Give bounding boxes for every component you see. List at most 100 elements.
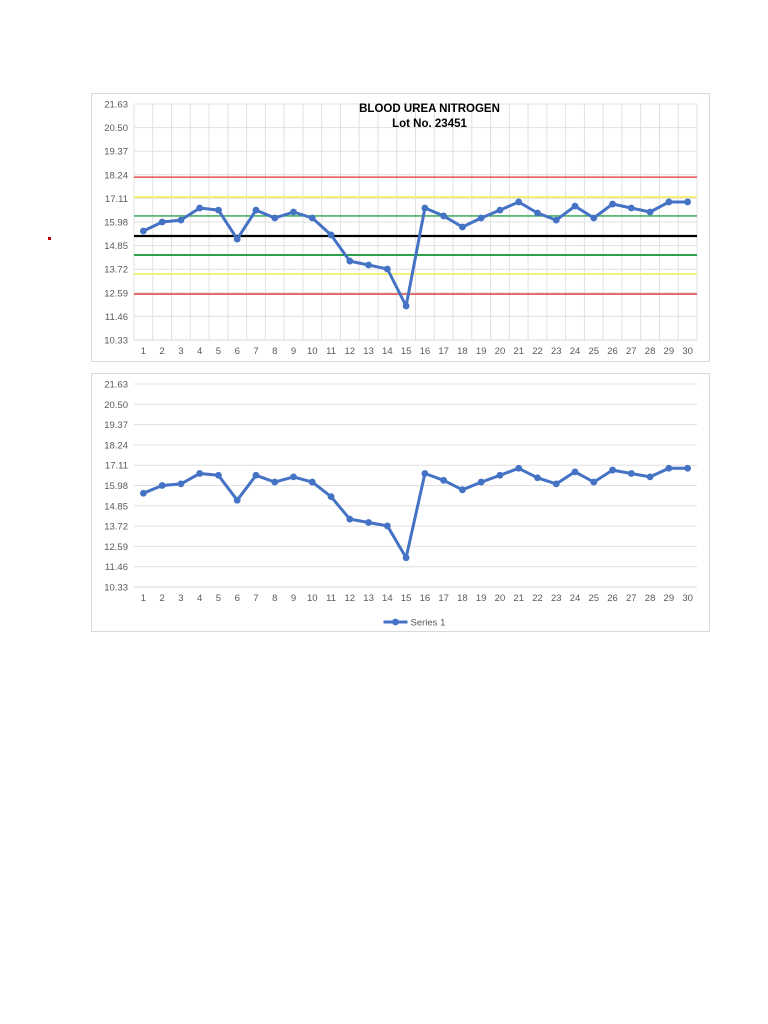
data-point[interactable] (215, 206, 222, 214)
data-point[interactable] (459, 223, 466, 231)
y-tick-label: 10.33 (104, 336, 128, 347)
x-tick-label: 5 (216, 593, 221, 604)
data-point[interactable] (440, 476, 448, 484)
y-tick-label: 11.46 (105, 312, 128, 323)
y-tick-label: 21.63 (104, 100, 128, 111)
x-tick-label: 17 (438, 346, 449, 357)
data-point[interactable] (440, 212, 448, 220)
data-point[interactable] (515, 198, 523, 206)
y-tick-label: 21.63 (104, 380, 128, 391)
data-point[interactable] (684, 464, 692, 472)
data-point[interactable] (346, 515, 354, 523)
data-point[interactable] (139, 489, 147, 497)
x-tick-label: 13 (363, 346, 374, 357)
data-point[interactable] (515, 464, 523, 472)
x-tick-label: 30 (682, 346, 693, 357)
data-point[interactable] (158, 482, 166, 489)
data-point[interactable] (177, 216, 185, 224)
data-point[interactable] (327, 493, 335, 501)
y-tick-label: 12.59 (104, 288, 128, 299)
data-point[interactable] (534, 474, 541, 482)
data-point[interactable] (383, 265, 391, 273)
data-point[interactable] (158, 218, 166, 226)
data-point[interactable] (252, 471, 260, 479)
data-point[interactable] (552, 480, 560, 488)
data-point[interactable] (477, 214, 485, 222)
x-tick-label: 16 (420, 593, 431, 604)
data-point[interactable] (627, 470, 635, 477)
data-point[interactable] (196, 470, 204, 477)
data-point[interactable] (421, 204, 429, 212)
data-point[interactable] (139, 227, 147, 235)
legend-label: Series 1 (411, 618, 446, 629)
data-point[interactable] (496, 471, 504, 479)
data-point[interactable] (365, 519, 372, 526)
data-point[interactable] (665, 464, 673, 472)
stray-red-mark (48, 237, 51, 240)
x-tick-label: 20 (495, 346, 506, 357)
data-point[interactable] (477, 478, 485, 486)
data-point[interactable] (271, 214, 279, 222)
data-point[interactable] (684, 198, 692, 206)
data-point[interactable] (627, 204, 635, 212)
data-point[interactable] (290, 208, 297, 216)
data-point[interactable] (327, 231, 335, 239)
x-tick-label: 3 (178, 346, 183, 357)
data-point[interactable] (496, 206, 504, 214)
data-point[interactable] (308, 478, 316, 486)
data-point[interactable] (571, 468, 579, 476)
data-point[interactable] (421, 470, 429, 477)
y-tick-label: 17.11 (105, 461, 128, 472)
data-point[interactable] (590, 214, 598, 222)
x-tick-label: 8 (272, 346, 277, 357)
x-tick-label: 22 (532, 593, 543, 604)
x-tick-label: 30 (682, 593, 693, 604)
x-tick-label: 12 (345, 593, 356, 604)
data-point[interactable] (590, 478, 598, 486)
x-tick-label: 25 (588, 593, 599, 604)
y-tick-label: 13.72 (104, 522, 128, 533)
data-point[interactable] (609, 200, 616, 208)
y-tick-label: 15.98 (104, 218, 128, 229)
x-tick-label: 4 (197, 593, 202, 604)
y-tick-label: 15.98 (104, 481, 128, 492)
x-tick-label: 25 (588, 346, 599, 357)
data-point[interactable] (571, 202, 579, 210)
x-tick-label: 6 (235, 346, 240, 357)
data-point[interactable] (383, 522, 391, 530)
x-tick-label: 9 (291, 346, 296, 357)
chart-subtitle: Lot No. 23451 (392, 118, 467, 130)
x-tick-label: 2 (160, 346, 165, 357)
chart-title: BLOOD UREA NITROGEN (359, 103, 500, 115)
data-point[interactable] (290, 473, 297, 481)
data-point[interactable] (271, 478, 279, 486)
data-point[interactable] (346, 257, 354, 265)
data-point[interactable] (609, 466, 616, 474)
data-point[interactable] (308, 214, 316, 222)
x-tick-label: 21 (513, 346, 524, 357)
data-point[interactable] (365, 261, 372, 269)
x-tick-label: 19 (476, 593, 487, 604)
data-point[interactable] (402, 554, 410, 562)
x-tick-label: 29 (664, 593, 675, 604)
y-tick-label: 12.59 (104, 542, 128, 553)
data-point[interactable] (534, 209, 541, 217)
x-tick-label: 15 (401, 593, 412, 604)
data-point[interactable] (402, 302, 410, 310)
data-point[interactable] (665, 198, 673, 206)
data-point[interactable] (177, 480, 185, 488)
data-point[interactable] (459, 486, 466, 494)
x-tick-label: 27 (626, 346, 637, 357)
y-tick-label: 11.46 (105, 562, 128, 573)
x-tick-label: 19 (476, 346, 487, 357)
data-point[interactable] (196, 204, 204, 212)
data-point[interactable] (646, 473, 654, 481)
x-tick-label: 26 (607, 346, 618, 357)
y-tick-label: 14.85 (104, 501, 128, 512)
data-point[interactable] (215, 471, 222, 479)
data-point[interactable] (646, 208, 654, 216)
data-point[interactable] (252, 206, 260, 214)
data-point[interactable] (233, 496, 241, 504)
data-point[interactable] (233, 235, 241, 243)
data-point[interactable] (552, 216, 560, 224)
